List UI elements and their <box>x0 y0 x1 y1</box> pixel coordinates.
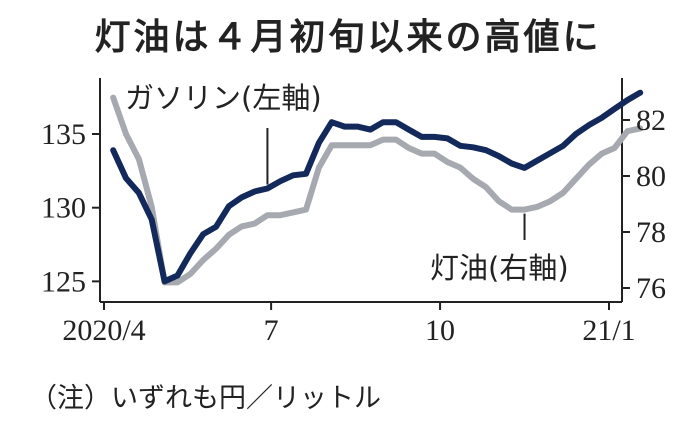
kerosene-series-label: 灯油(右軸) <box>430 251 569 285</box>
x-tick-label: 2020/4 <box>62 314 145 347</box>
chart-series <box>110 89 644 286</box>
right-y-tick-label: 76 <box>636 272 666 305</box>
chart-annotations: ガソリン(左軸) 灯油(右軸) <box>125 81 569 285</box>
x-tick-label: 10 <box>425 314 455 347</box>
x-tick-label: 7 <box>264 314 279 347</box>
left-y-tick-label: 130 <box>41 192 86 225</box>
chart-axes <box>92 78 630 310</box>
x-tick-label: 21/1 <box>582 314 635 347</box>
gasoline-series-label: ガソリン(左軸) <box>125 81 322 115</box>
right-y-tick-label: 82 <box>636 104 666 137</box>
kerosene-series-line <box>110 94 644 286</box>
right-y-tick-label: 80 <box>636 160 666 193</box>
left-y-tick-label: 135 <box>41 118 86 151</box>
gasoline-series-line <box>110 89 644 285</box>
chart-tick-labels: 2020/4 7 10 21/1 125 130 135 76 78 80 82 <box>41 104 666 347</box>
left-y-tick-label: 125 <box>41 265 86 298</box>
right-y-tick-label: 78 <box>636 216 666 249</box>
chart-title: 灯油は４月初旬以来の高値に <box>94 17 602 58</box>
chart-note: （注）いずれも円／リットル <box>30 383 381 414</box>
